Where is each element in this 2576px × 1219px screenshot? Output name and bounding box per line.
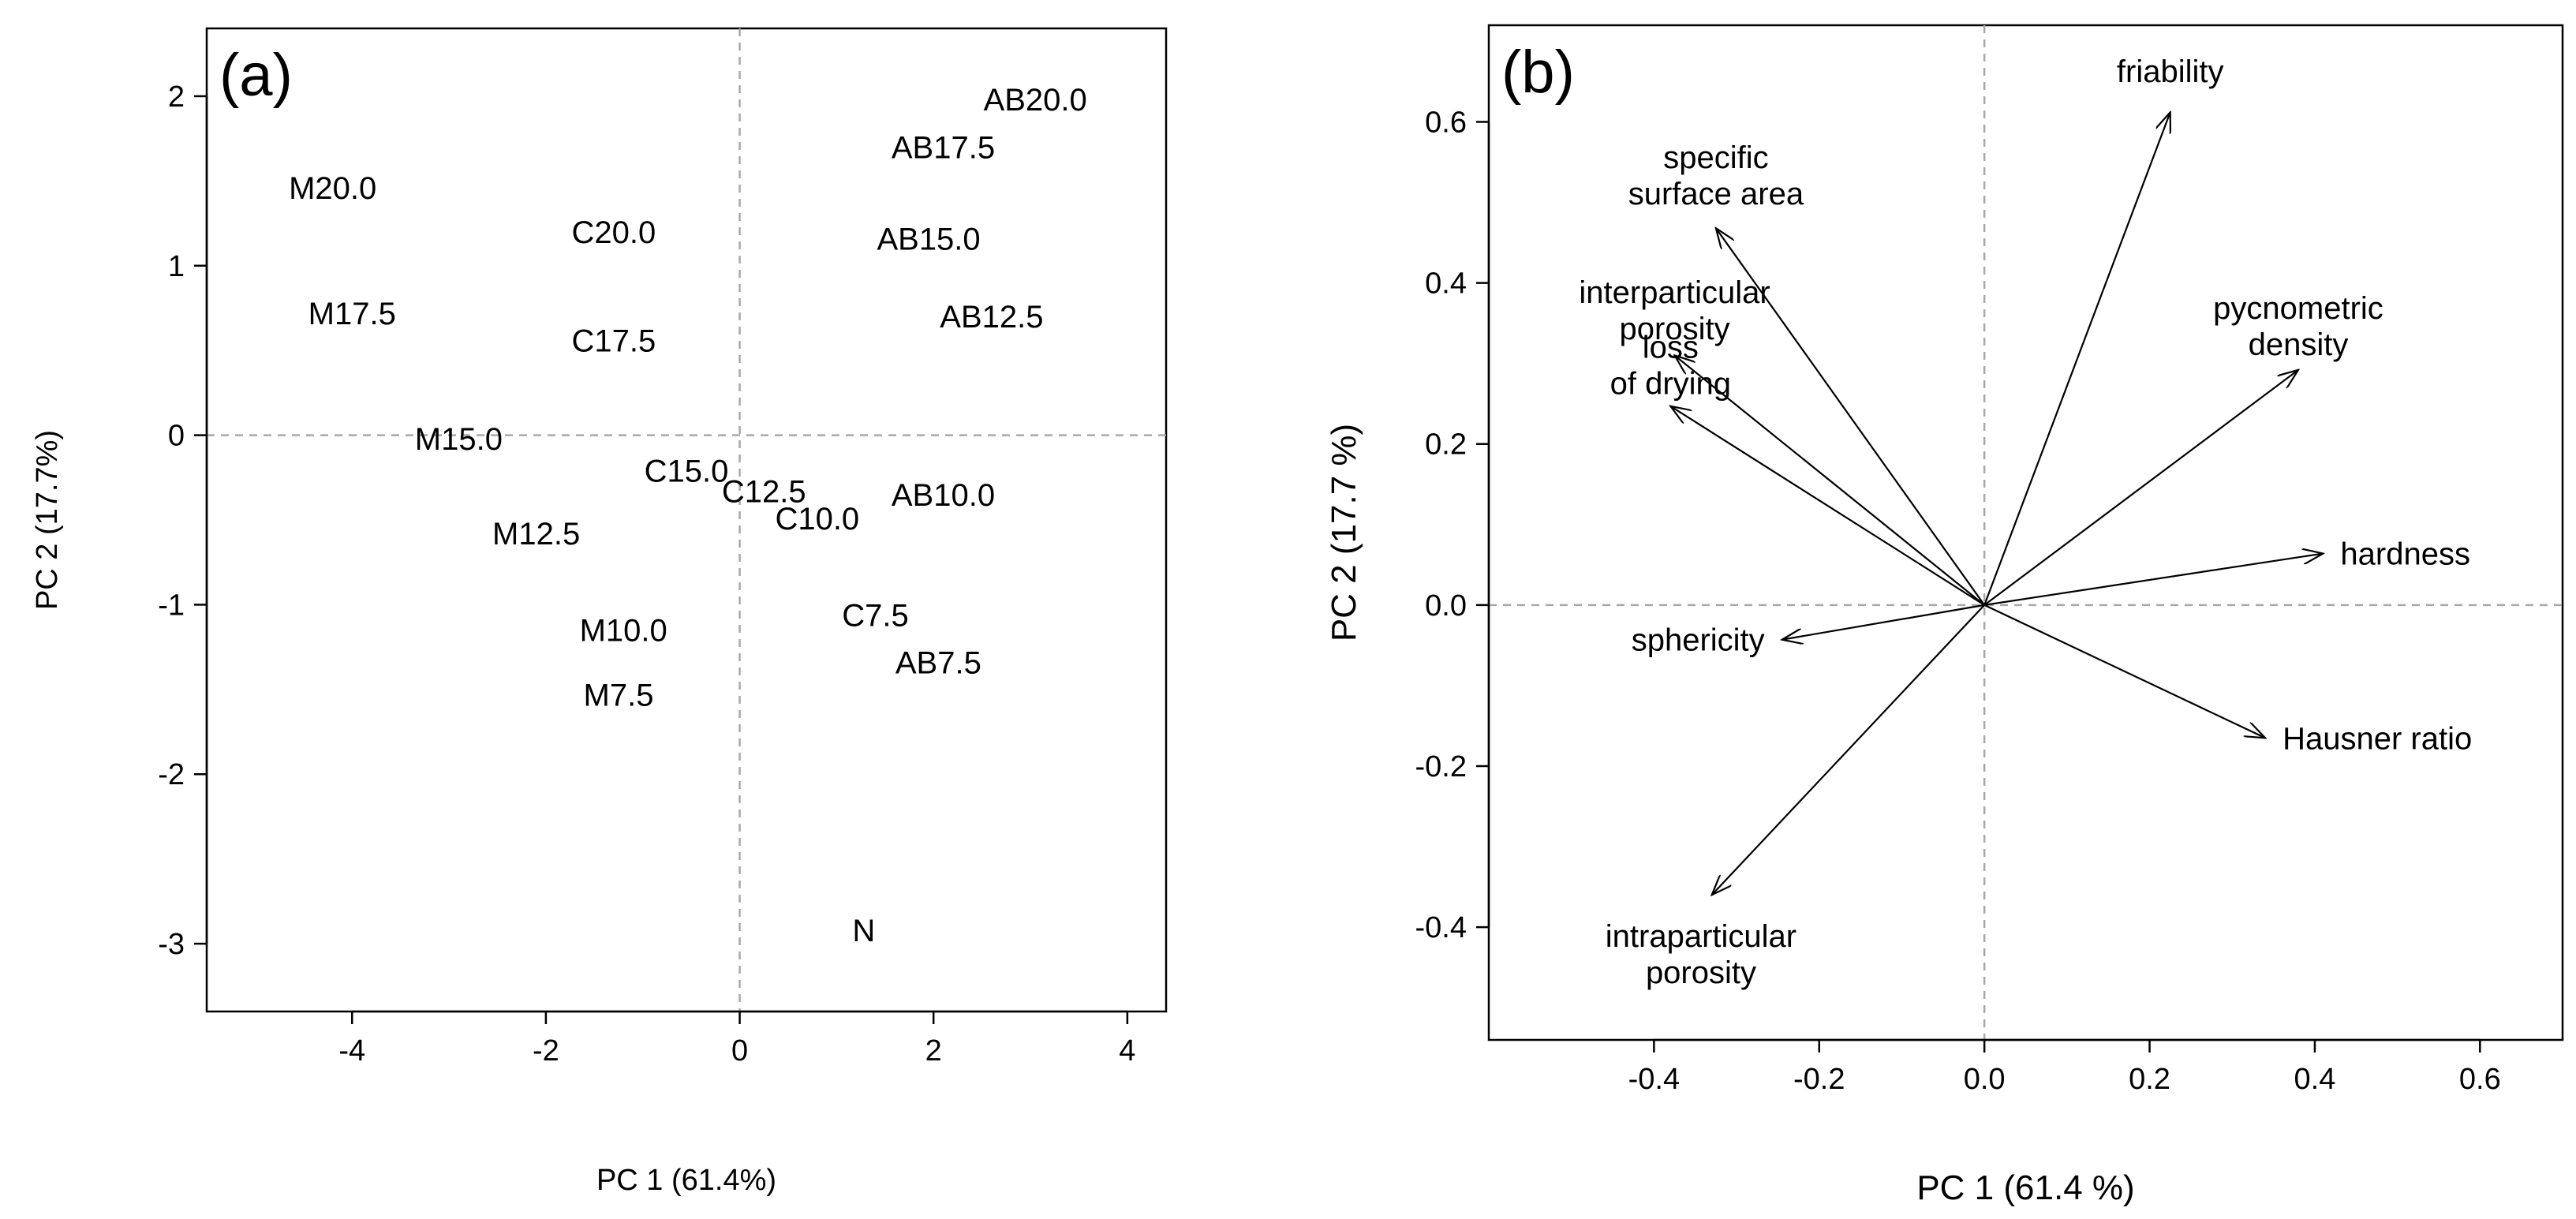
loading-arrow (1983, 604, 2265, 738)
score-label: AB7.5 (895, 645, 981, 680)
y-tick-label: -0.2 (1415, 750, 1467, 783)
loading-arrow (1983, 370, 2298, 606)
loading-label: density (2249, 327, 2349, 362)
x-tick-label: 0 (731, 1034, 748, 1068)
score-label: AB10.0 (892, 478, 995, 513)
loading-label: interparticular (1579, 275, 1770, 310)
loading-arrow (1716, 228, 1986, 606)
x-tick-label: 4 (1119, 1034, 1135, 1068)
y-tick-label: -2 (158, 758, 185, 791)
score-label: M7.5 (584, 678, 654, 712)
loading-label: intraparticular (1606, 919, 1796, 954)
loading-label: loss (1643, 330, 1699, 365)
x-axis-b: -0.4 -0.2 0.0 0.2 0.4 0.6 (1628, 1038, 2501, 1096)
score-label: C7.5 (842, 598, 909, 633)
y-tick-label: 0.4 (1425, 267, 1467, 301)
y-tick-label: 0 (168, 420, 185, 453)
loading-arrow (1983, 554, 2323, 606)
loadings-plot-panel-b: -0.4 -0.2 0.0 0.2 0.4 0.6 -0.4 -0.2 0.0 0.2 0.4 0.… (1325, 24, 2564, 1207)
score-label: AB17.5 (892, 130, 995, 165)
x-tick-label: -2 (533, 1034, 559, 1068)
loading-arrow (1675, 355, 1985, 606)
loading-label: friability (2117, 54, 2224, 89)
score-label: M12.5 (492, 517, 580, 552)
x-tick-label: -0.2 (1793, 1063, 1845, 1096)
y-axis-title-a: PC 2 (17.7%) (31, 430, 64, 610)
loading-label: porosity (1646, 955, 1756, 990)
x-tick-label: 0.2 (2129, 1063, 2170, 1096)
y-tick-label: 0.6 (1425, 106, 1467, 139)
y-tick-label: 0.2 (1425, 428, 1467, 462)
y-tick-label: 0.0 (1425, 589, 1467, 623)
loading-arrow (1712, 604, 1985, 895)
score-label: M20.0 (289, 171, 376, 206)
loading-label: specific (1663, 140, 1768, 175)
score-label: AB12.5 (940, 300, 1043, 335)
panel-label-a: (a) (219, 42, 293, 109)
score-label: C17.5 (572, 323, 656, 358)
loading-label: pycnometric (2213, 291, 2383, 326)
score-label: M17.5 (308, 297, 396, 331)
loading-label: porosity (1620, 312, 1730, 346)
scores-plot-panel-a: -4 -2 0 2 4 -3 -2 -1 0 1 2 AB20.0 AB17.5 M20.0 C20.0… (31, 27, 1168, 1197)
score-label: AB15.0 (877, 222, 980, 256)
x-tick-label: 0.6 (2459, 1063, 2501, 1096)
y-tick-label: 2 (168, 80, 185, 114)
loading-label: sphericity (1632, 623, 1765, 658)
score-label: AB20.0 (984, 83, 1087, 118)
score-label: N (852, 914, 875, 948)
x-tick-label: 0.0 (1964, 1063, 2006, 1096)
y-tick-label: -1 (158, 589, 185, 622)
score-label: C15.0 (645, 454, 729, 489)
loading-arrow (1983, 112, 2170, 606)
x-tick-label: -4 (338, 1034, 365, 1068)
y-tick-label: -0.4 (1415, 911, 1467, 944)
loading-arrow (1670, 406, 1985, 606)
x-tick-label: 2 (925, 1034, 942, 1068)
x-axis-a: -4 -2 0 2 4 (338, 1010, 1135, 1068)
x-axis-title-b: PC 1 (61.4 %) (1916, 1169, 2134, 1207)
score-label: M15.0 (415, 422, 503, 457)
score-label: M10.0 (580, 614, 667, 649)
loading-label: hardness (2340, 537, 2470, 572)
y-tick-label: -3 (158, 928, 185, 961)
loading-label: surface area (1628, 177, 1804, 211)
x-tick-label: -0.4 (1628, 1063, 1680, 1096)
y-axis-a: -3 -2 -1 0 1 2 (158, 80, 208, 961)
x-axis-title-a: PC 1 (61.4%) (596, 1164, 776, 1197)
x-tick-label: 0.4 (2294, 1063, 2336, 1096)
score-labels-a: AB20.0 AB17.5 M20.0 C20.0 AB15.0 M17.5 AB12.5 C… (289, 83, 1087, 948)
y-axis-b: -0.4 -0.2 0.0 0.2 0.4 0.6 (1415, 106, 1490, 944)
y-axis-title-b: PC 2 (17.7 %) (1325, 424, 1363, 641)
y-tick-label: 1 (168, 250, 185, 283)
panel-label-b: (b) (1501, 39, 1575, 106)
score-label: C20.0 (572, 215, 656, 250)
loading-label: of drying (1610, 366, 1731, 401)
loading-arrow (1782, 604, 1985, 640)
loading-label: Hausner ratio (2283, 721, 2472, 756)
score-label: C10.0 (775, 502, 859, 537)
score-label: C12.5 (722, 474, 806, 509)
